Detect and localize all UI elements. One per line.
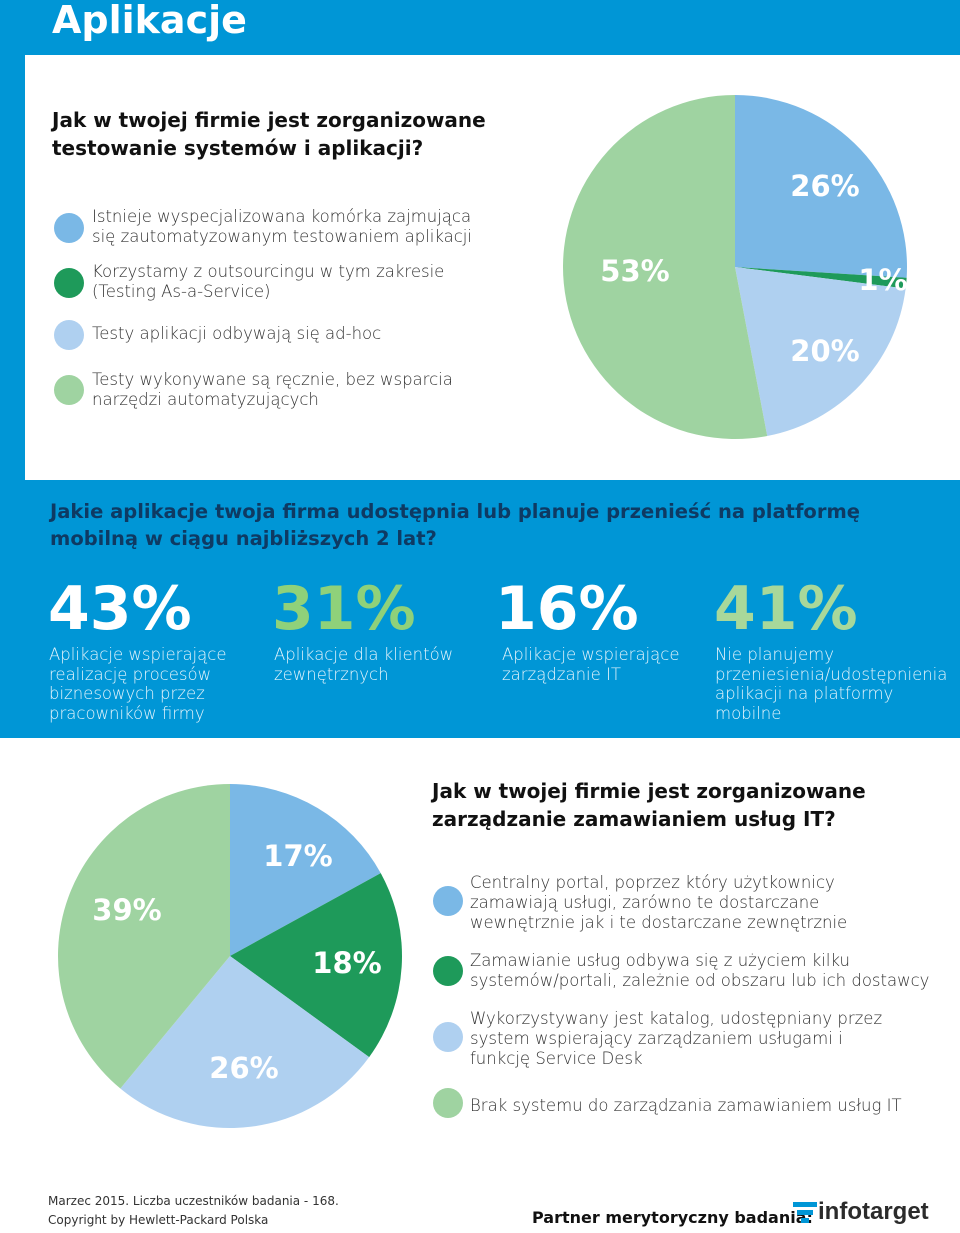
pie-label-automated: 26% [790, 169, 859, 203]
legend-label-central-portal: Centralny portal, poprzez który użytkown… [470, 873, 848, 932]
stat-label-it-apps: Aplikacje wspierające zarządzanie IT [502, 645, 680, 684]
pie-label-adhoc: 20% [790, 334, 859, 368]
legend-swatch-outsourcing [54, 268, 84, 298]
page-title: Aplikacje [52, 0, 247, 42]
pie-slice-multiple-systems [230, 873, 403, 1058]
testing-pie-chart: 26% 1% 20% 53% [562, 95, 908, 439]
pie-slice-catalog [120, 956, 370, 1128]
legend-swatch-automated [54, 213, 84, 243]
legend-swatch-adhoc [54, 320, 84, 350]
left-frame-strip [0, 55, 25, 480]
legend-label-multiple-systems: Zamawianie usług odbywa się z użyciem ki… [470, 951, 930, 990]
pie-label-catalog: 26% [209, 1051, 278, 1085]
stat-label-business-apps: Aplikacje wspierające realizację procesó… [49, 645, 227, 723]
section3-question: Jak w twojej firmie jest zorganizowane z… [432, 779, 866, 831]
legend-label-adhoc: Testy aplikacji odbywają się ad-hoc [92, 324, 382, 343]
pie-slice-manual [562, 95, 768, 439]
legend-label-outsourcing: Korzystamy z outsourcingu w tym zakresie… [92, 262, 445, 301]
stat-label-client-apps: Aplikacje dla klientów zewnętrznych [274, 645, 454, 684]
stat-value-client-apps: 31% [272, 574, 416, 644]
stat-label-no-plans: Nie planujemy przeniesienia/udostępnieni… [715, 645, 948, 723]
pie-label-no-system: 39% [92, 893, 161, 927]
footer-survey-info: Marzec 2015. Liczba uczestników badania … [48, 1194, 339, 1208]
pie-label-manual: 53% [600, 254, 669, 288]
infotarget-logo-icon [793, 1202, 817, 1223]
partner-label: Partner merytoryczny badania: [532, 1208, 813, 1227]
section2-question: Jakie aplikacje twoja firma udostępnia l… [50, 500, 860, 550]
pie-label-outsourcing: 1% [858, 263, 907, 297]
section1-question: Jak w twojej firmie jest zorganizowane t… [52, 108, 486, 160]
pie-label-multiple-systems: 18% [312, 946, 381, 980]
mobile-section-band [0, 480, 960, 738]
legend-label-automated: Istnieje wyspecjalizowana komórka zajmuj… [92, 207, 472, 246]
legend-swatch-multiple-systems [433, 956, 463, 986]
stat-value-business-apps: 43% [48, 574, 192, 644]
pie-slice-no-system [58, 784, 230, 1089]
infotarget-logo-text: infotarget [818, 1198, 929, 1225]
header-band [0, 0, 960, 55]
service-ordering-pie-chart: 17% 18% 26% 39% [58, 784, 403, 1128]
footer-copyright: Copyright by Hewlett-Packard Polska [48, 1213, 269, 1227]
pie-slice-adhoc [735, 267, 906, 436]
legend-label-no-system: Brak systemu do zarządzania zamawianiem … [470, 1096, 902, 1115]
legend-label-catalog: Wykorzystywany jest katalog, udostępnian… [470, 1009, 883, 1068]
legend-swatch-central-portal [433, 886, 463, 916]
pie-slice-outsourcing [735, 267, 907, 289]
stat-value-no-plans: 41% [714, 574, 858, 644]
pie-slice-automated [735, 95, 907, 278]
stat-value-it-apps: 16% [495, 574, 639, 644]
pie-label-central-portal: 17% [263, 839, 332, 873]
legend-swatch-no-system [433, 1088, 463, 1118]
legend-label-manual: Testy wykonywane są ręcznie, bez wsparci… [92, 370, 453, 409]
legend-swatch-catalog [433, 1022, 463, 1052]
legend-swatch-manual [54, 375, 84, 405]
pie-slice-central-portal [230, 784, 381, 956]
